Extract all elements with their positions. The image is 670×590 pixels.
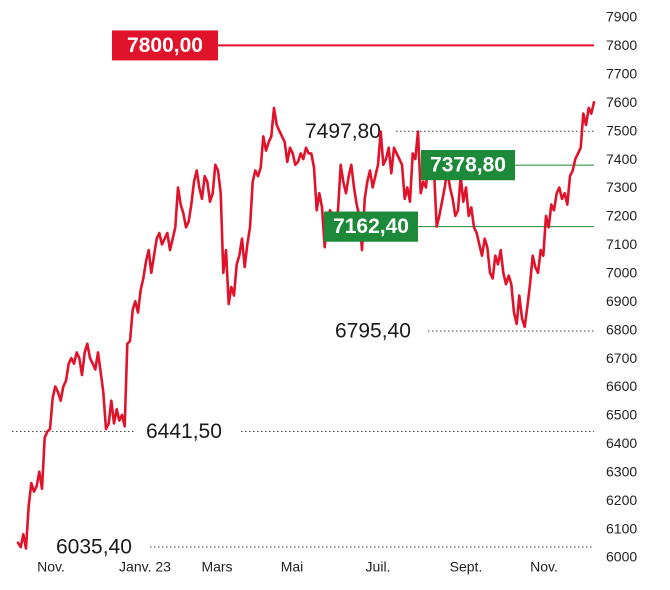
y-tick-label: 6100	[606, 520, 637, 536]
y-tick-label: 7800	[606, 37, 637, 53]
y-tick-label: 6200	[606, 492, 637, 508]
reference-label: 6795,40	[335, 319, 411, 342]
reference-badge-green-overlay	[421, 150, 515, 181]
reference-label: 7497,80	[305, 120, 381, 143]
y-tick-label: 6900	[606, 293, 637, 309]
x-tick-label: Janv. 23	[119, 559, 171, 575]
x-tick-label: Mai	[281, 559, 304, 575]
y-tick-label: 7500	[606, 122, 637, 138]
y-tick-label: 7600	[606, 94, 637, 110]
y-tick-label: 6600	[606, 378, 637, 394]
reference-label: 7800,00	[127, 34, 203, 57]
y-tick-label: 7400	[606, 151, 637, 167]
reference-badge-green-overlay	[324, 211, 418, 242]
reference-label: 6035,40	[56, 535, 132, 558]
reference-label: 6441,50	[146, 420, 222, 443]
x-tick-label: Sept.	[450, 559, 483, 575]
price-line	[16, 101, 596, 550]
reference-label-overlay: 7378,80	[430, 154, 506, 177]
y-tick-label: 7900	[606, 9, 637, 25]
reference-badge-7800	[112, 30, 218, 61]
x-tick-label: Mars	[201, 559, 232, 575]
reference-label-overlay: 7162,40	[333, 215, 409, 238]
y-tick-label: 7000	[606, 264, 637, 280]
y-tick-label: 6400	[606, 435, 637, 451]
y-tick-label: 7100	[606, 236, 637, 252]
x-tick-label: Nov.	[530, 559, 558, 575]
y-tick-label: 6500	[606, 407, 637, 423]
x-tick-label: Juil.	[366, 559, 391, 575]
y-tick-label: 7300	[606, 179, 637, 195]
y-tick-label: 7700	[606, 66, 637, 82]
y-tick-label: 7200	[606, 208, 637, 224]
x-tick-label: Nov.	[37, 559, 65, 575]
y-tick-label: 6300	[606, 463, 637, 479]
y-tick-label: 6700	[606, 350, 637, 366]
y-tick-label: 6800	[606, 321, 637, 337]
y-tick-label: 6000	[606, 549, 637, 565]
